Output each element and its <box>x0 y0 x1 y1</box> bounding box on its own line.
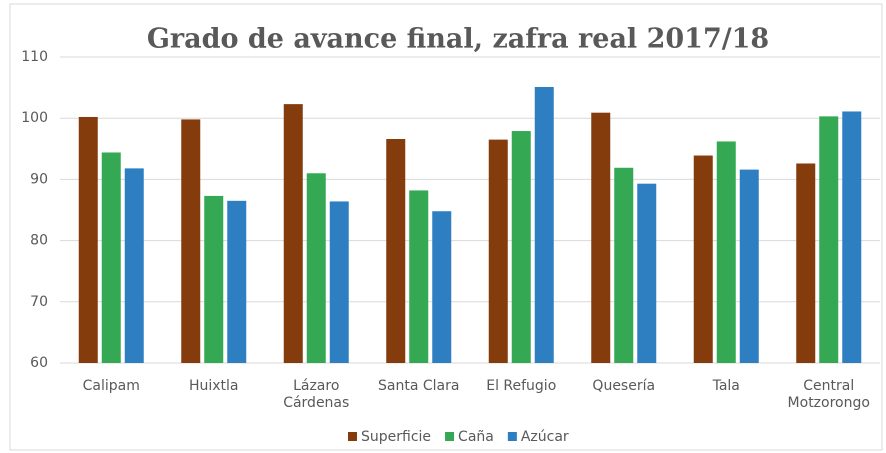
chart-title: Grado de avance final, zafra real 2017/1… <box>147 24 769 55</box>
x-tick-label: Santa Clara <box>378 378 460 394</box>
x-tick-label: Huixtla <box>188 378 239 394</box>
bar <box>796 163 816 363</box>
y-tick-label: 110 <box>21 49 48 65</box>
bar <box>78 116 98 363</box>
y-tick-label: 60 <box>30 355 48 371</box>
bar <box>204 195 224 363</box>
x-tick-label: Lázaro Cárdenas <box>283 378 350 411</box>
x-tick-label: El Refugio <box>486 378 557 394</box>
bar <box>181 119 201 363</box>
bar <box>819 116 839 363</box>
legend-swatch <box>348 432 357 441</box>
bar <box>409 190 429 363</box>
bar <box>842 111 862 363</box>
bar <box>488 139 508 363</box>
y-tick-label: 80 <box>30 233 48 249</box>
bar <box>432 211 452 363</box>
bar <box>124 168 144 363</box>
x-tick-label: Tala <box>712 378 740 394</box>
bar <box>386 139 406 363</box>
x-tick-label: Central Motzorongo <box>787 378 870 411</box>
y-tick-label: 90 <box>30 171 48 187</box>
bar <box>306 173 326 363</box>
bar <box>591 112 611 363</box>
bar <box>511 131 531 363</box>
bar <box>101 152 121 363</box>
bar <box>227 200 247 363</box>
bar <box>329 201 349 363</box>
legend-label: Superficie <box>361 429 431 445</box>
legend-swatch <box>507 432 517 441</box>
legend-label: Caña <box>458 429 494 445</box>
x-tick-label: Calipam <box>82 378 140 394</box>
bar <box>637 183 657 363</box>
y-tick-label: 70 <box>30 294 48 310</box>
x-tick-label: Quesería <box>592 378 656 394</box>
legend-label: Azúcar <box>521 429 569 445</box>
legend-swatch <box>445 432 455 441</box>
bar <box>693 155 713 363</box>
chart-border <box>9 3 883 451</box>
bar <box>716 141 736 363</box>
y-tick-label: 100 <box>21 110 48 126</box>
bar <box>283 104 303 364</box>
bar <box>534 86 554 363</box>
bar <box>739 169 759 363</box>
bar <box>614 167 634 363</box>
